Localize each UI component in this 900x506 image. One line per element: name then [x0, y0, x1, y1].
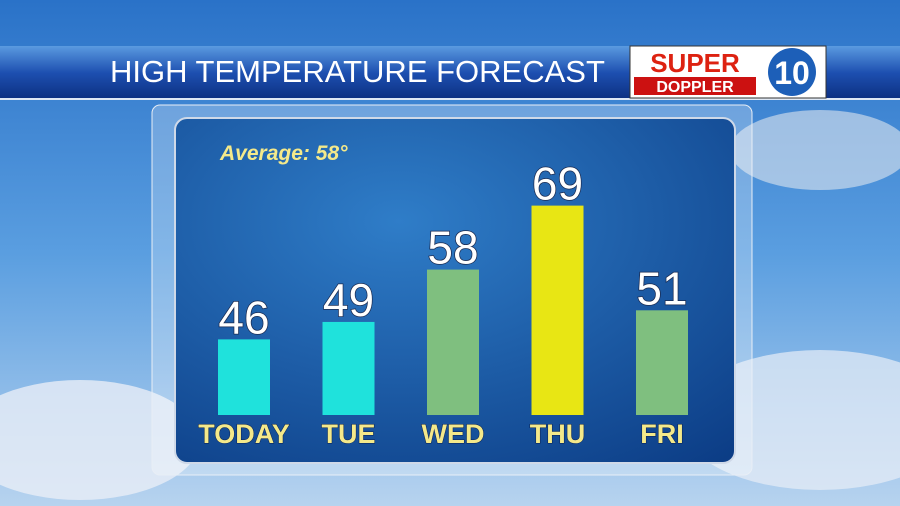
chart-title: HIGH TEMPERATURE FORECAST: [110, 54, 605, 89]
value-label: 58: [427, 222, 478, 274]
logo-band: [634, 77, 756, 95]
x-tick-label: TODAY: [198, 419, 290, 449]
logo-text: 10: [774, 55, 810, 91]
bar: [218, 339, 270, 415]
cloud: [730, 110, 900, 190]
value-label: 49: [323, 274, 374, 326]
x-tick-label: TUE: [322, 419, 376, 449]
bar: [322, 321, 375, 415]
logo-text: DOPPLER: [656, 79, 734, 96]
value-label: 46: [218, 291, 269, 343]
annotation: Average: 58°: [219, 142, 348, 165]
x-tick-label: FRI: [640, 419, 684, 449]
value-label: 69: [532, 158, 583, 210]
logo-badge: [768, 48, 816, 96]
bar: [636, 310, 688, 415]
x-tick-label: THU: [530, 419, 586, 449]
cloud: [0, 380, 200, 500]
bar: [427, 269, 479, 415]
value-label: 51: [636, 262, 687, 314]
logo-text: SUPER: [650, 48, 740, 78]
bar: [531, 205, 584, 415]
x-tick-label: WED: [422, 419, 485, 449]
